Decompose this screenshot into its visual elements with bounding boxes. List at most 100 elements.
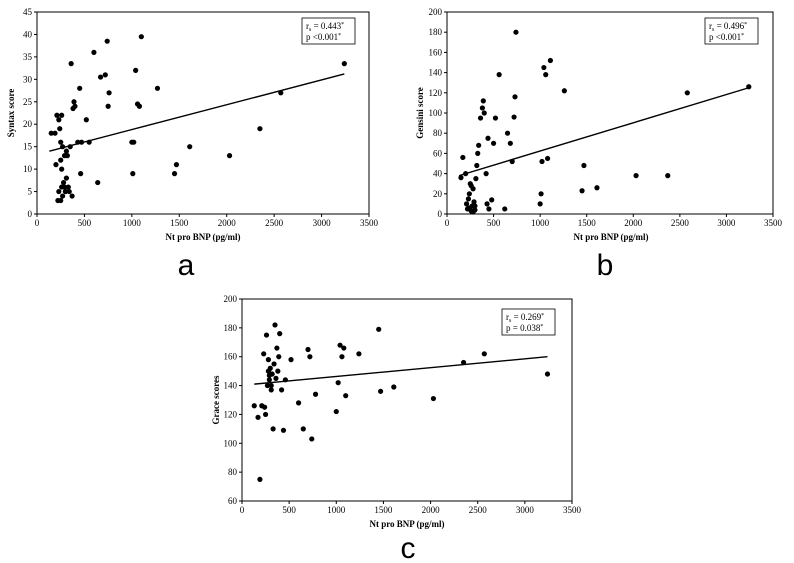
- x-tick-label: 2500: [265, 218, 284, 228]
- data-point: [276, 354, 282, 360]
- data-point: [56, 188, 62, 195]
- stat-box: rs = 0.443* p <0.001*: [301, 17, 356, 45]
- x-tick-label: 3500: [563, 505, 582, 515]
- data-point: [60, 193, 66, 199]
- panel-label-b: b: [597, 249, 614, 282]
- data-point: [300, 426, 306, 432]
- y-tick-label: 180: [429, 27, 443, 37]
- data-point: [91, 49, 97, 56]
- axis-ticks: 0 500 1000 1500 2000 2500 3000 3500 0 20 40 60 80 100…: [429, 7, 783, 228]
- y-tick-label: 120: [224, 409, 238, 419]
- data-point: [339, 354, 345, 360]
- data-point: [226, 153, 233, 159]
- data-point: [507, 140, 513, 146]
- data-point: [538, 191, 544, 197]
- panel-a: 0 500 1000 1500 2000 2500 3000 3500 0 5 10 15 20 25 30…: [6, 7, 379, 282]
- data-point: [485, 135, 491, 141]
- data-point: [257, 126, 263, 132]
- data-point: [273, 375, 279, 381]
- trend-line: [49, 73, 345, 152]
- data-point: [458, 175, 464, 181]
- data-point: [54, 112, 60, 118]
- data-point: [266, 377, 272, 383]
- stat-box: rs = 0.269* p = 0.038*: [501, 308, 556, 336]
- x-tick-label: 2500: [671, 218, 690, 228]
- plot-area-border: [241, 298, 573, 502]
- y-tick-label: 140: [429, 68, 443, 78]
- data-point: [472, 203, 478, 209]
- x-tick-label: 3000: [313, 218, 332, 228]
- data-point: [187, 144, 193, 150]
- data-points: [458, 29, 752, 215]
- data-point: [102, 72, 108, 78]
- data-point: [268, 387, 274, 393]
- panel-b: 0 500 1000 1500 2000 2500 3000 3500 0 20 40 60 80 100…: [415, 7, 783, 282]
- data-point: [288, 357, 294, 363]
- data-point: [262, 411, 269, 418]
- data-point: [460, 154, 466, 161]
- data-point: [476, 142, 482, 148]
- data-point: [477, 115, 484, 121]
- data-point: [473, 176, 479, 182]
- x-tick-label: 2500: [469, 505, 488, 515]
- data-point: [277, 331, 283, 337]
- x-tick-label: 3000: [516, 505, 535, 515]
- data-point: [130, 171, 136, 177]
- data-point: [58, 139, 64, 145]
- y-tick-label: 30: [23, 74, 33, 84]
- data-point: [475, 150, 481, 156]
- x-tick-label: 2000: [624, 218, 643, 228]
- data-point: [633, 173, 639, 179]
- y-tick-label: 200: [224, 294, 238, 304]
- y-axis-label: Gensini score: [415, 87, 425, 139]
- y-tick-label: 15: [23, 142, 33, 152]
- data-point: [490, 140, 497, 146]
- data-point: [544, 371, 551, 377]
- stat-p: p <0.001*: [306, 32, 341, 42]
- data-point: [481, 110, 487, 116]
- data-point: [579, 188, 585, 194]
- y-tick-label: 100: [429, 108, 443, 118]
- data-point: [95, 179, 101, 186]
- data-point: [77, 85, 83, 91]
- data-point: [512, 94, 518, 100]
- trend-line: [254, 356, 548, 385]
- data-point: [539, 158, 545, 165]
- data-point: [466, 205, 472, 211]
- data-point: [483, 171, 489, 177]
- x-tick-label: 1000: [123, 218, 142, 228]
- data-point: [486, 206, 492, 212]
- data-point: [268, 382, 274, 389]
- data-point: [63, 148, 70, 154]
- y-tick-label: 140: [224, 381, 238, 391]
- data-point: [133, 67, 139, 73]
- y-tick-label: 25: [23, 97, 33, 107]
- y-tick-label: 0: [28, 209, 33, 219]
- data-point: [57, 126, 63, 132]
- data-point: [312, 391, 319, 397]
- data-point: [543, 72, 549, 78]
- data-point: [470, 186, 476, 192]
- data-point: [72, 103, 78, 109]
- data-point: [48, 130, 54, 136]
- data-point: [66, 188, 72, 195]
- data-point: [55, 197, 61, 204]
- panel-label-c: c: [401, 532, 416, 563]
- data-point: [492, 115, 499, 121]
- data-point: [479, 105, 485, 111]
- y-tick-label: 35: [23, 52, 33, 62]
- trend-line: [458, 87, 749, 177]
- data-point: [271, 361, 277, 367]
- plot-area-border: [36, 11, 370, 215]
- y-tick-label: 60: [433, 148, 443, 158]
- stat-r: rs = 0.443*: [306, 21, 344, 33]
- y-tick-label: 20: [433, 189, 443, 199]
- data-point: [257, 476, 263, 482]
- x-axis-label: Nt pro BNP (pg/ml): [369, 519, 444, 529]
- data-point: [59, 184, 65, 190]
- y-tick-label: 100: [224, 438, 238, 448]
- data-point: [262, 404, 268, 410]
- panel-label-a: a: [178, 249, 195, 282]
- data-point: [480, 98, 486, 104]
